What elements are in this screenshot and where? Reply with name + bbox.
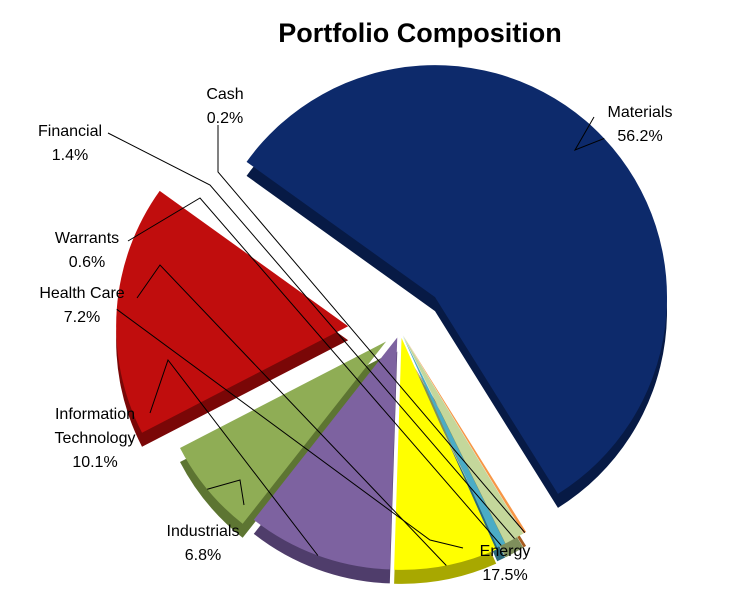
chart-title: Portfolio Composition [278,18,561,48]
pie-slice-2 [116,190,349,433]
slice-label-8: Cash 0.2% [206,86,243,127]
slice-label-4: Information Technology 10.1% [55,406,136,471]
slice-label-5: Health Care 7.2% [39,285,124,326]
leader-line-2 [116,308,464,549]
pie-slice-1 [246,65,668,494]
leader-line-5 [136,264,447,566]
slice-label-1: Materials 56.2% [608,104,673,145]
pie-slice-4 [253,337,398,570]
pie-slice-3 [180,341,387,524]
slice-label-2: Energy 17.5% [480,543,531,584]
leader-line-8 [217,125,526,533]
pie-slice-8 [403,335,527,534]
leader-line-7 [107,132,515,539]
slice-label-3: Industrials 6.8% [167,523,240,564]
leader-line-6 [127,197,502,546]
leader-line-1 [573,116,605,151]
pie-slice-6 [402,335,506,548]
pie-slice-5 [394,337,497,570]
pie-slice-7 [402,335,524,544]
leader-line-4 [149,358,319,556]
slice-label-7: Financial 1.4% [38,123,102,164]
leader-line-3 [207,479,245,506]
slice-label-6: Warrants 0.6% [55,230,119,271]
